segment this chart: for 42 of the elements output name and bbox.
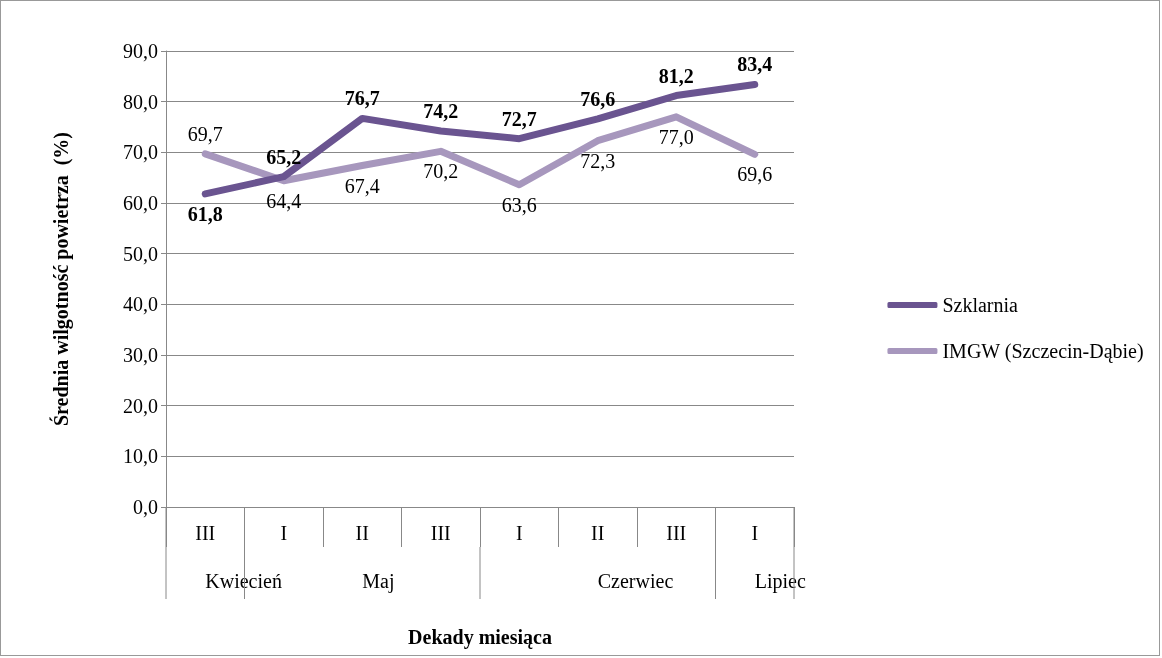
data-label: 77,0 [658, 125, 694, 148]
x-tick-label: II [355, 522, 369, 544]
data-label: 65,2 [266, 145, 302, 168]
data-label: 74,2 [423, 100, 459, 123]
y-tick-label: 60,0 [123, 192, 158, 214]
legend-label: IMGW (Szczecin-Dąbie) [942, 340, 1144, 363]
y-tick-label: 50,0 [123, 242, 158, 265]
x-tick-label: III [195, 522, 216, 544]
data-label: 72,7 [501, 107, 537, 130]
x-tick-label: I [515, 522, 523, 544]
data-label: 76,7 [344, 87, 380, 110]
data-label: 70,2 [423, 160, 459, 183]
legend-label: Szklarnia [942, 294, 1019, 316]
data-label: 83,4 [737, 53, 773, 76]
y-tick-label: 10,0 [123, 445, 158, 468]
text: Lipiec [754, 570, 806, 593]
data-label: 67,4 [344, 174, 380, 197]
x-axis-title: Dekady miesiąca [408, 626, 552, 649]
text: Czerwiec [597, 570, 674, 592]
x-tick-label: I [751, 522, 759, 544]
y-tick-label: 30,0 [123, 344, 158, 366]
x-tick-label: I [280, 522, 288, 544]
data-label: 72,3 [580, 149, 616, 172]
y-tick-label: 90,0 [123, 40, 158, 62]
data-label: 63,6 [501, 193, 537, 216]
x-tick-label: II [591, 522, 605, 544]
data-label: 69,7 [187, 122, 223, 145]
data-label: 69,6 [737, 163, 773, 186]
y-axis-title: Średnia wilgotność powietrza (%) [49, 131, 73, 427]
x-tick-label: III [666, 522, 687, 544]
text: Kwiecień [205, 570, 282, 592]
text: Maj [362, 570, 395, 593]
data-label: 81,2 [658, 64, 694, 87]
y-tick-label: 20,0 [123, 394, 158, 417]
y-tick-label: 80,0 [123, 90, 158, 113]
data-label: 64,4 [266, 189, 302, 212]
y-tick-label: 40,0 [123, 293, 158, 316]
data-label: 76,6 [580, 87, 616, 110]
y-tick-label: 0,0 [133, 496, 158, 518]
data-label: 61,8 [187, 202, 223, 225]
x-tick-label: III [430, 522, 451, 544]
y-tick-label: 70,0 [123, 141, 158, 164]
